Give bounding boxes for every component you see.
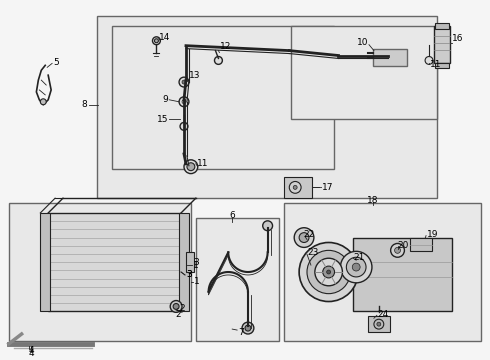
Text: 9: 9: [163, 95, 168, 104]
Text: 14: 14: [159, 33, 171, 42]
Circle shape: [394, 247, 400, 253]
Text: 20: 20: [397, 241, 409, 250]
Text: 3: 3: [186, 270, 192, 279]
Bar: [434, 26, 450, 63]
Circle shape: [173, 303, 179, 309]
Text: 4: 4: [28, 349, 34, 358]
Text: 2: 2: [179, 304, 185, 313]
Circle shape: [263, 221, 272, 231]
Circle shape: [346, 257, 366, 277]
Text: 3: 3: [193, 258, 198, 267]
Circle shape: [182, 100, 186, 104]
Text: 10: 10: [357, 38, 368, 47]
Circle shape: [179, 97, 189, 107]
Text: 11: 11: [197, 159, 208, 168]
Bar: [284, 176, 312, 198]
Bar: [112, 26, 334, 169]
Bar: [186, 252, 194, 272]
Bar: [48, 213, 181, 311]
Bar: [435, 63, 449, 68]
Circle shape: [299, 233, 309, 243]
Circle shape: [307, 250, 350, 294]
Circle shape: [391, 243, 404, 257]
Text: 7: 7: [238, 328, 244, 337]
Circle shape: [323, 266, 335, 278]
Circle shape: [352, 263, 360, 271]
Bar: [373, 49, 407, 66]
Text: 16: 16: [452, 34, 463, 43]
Bar: [435, 23, 449, 29]
Circle shape: [294, 228, 314, 247]
Circle shape: [154, 39, 158, 43]
Text: 21: 21: [353, 253, 365, 262]
Bar: [196, 218, 279, 341]
Circle shape: [152, 37, 160, 45]
Text: 4: 4: [28, 346, 34, 355]
Bar: [368, 316, 390, 332]
Bar: [291, 26, 437, 120]
Circle shape: [377, 322, 381, 326]
Circle shape: [242, 322, 254, 334]
Bar: [179, 213, 189, 311]
Text: 13: 13: [189, 71, 200, 80]
Circle shape: [40, 99, 46, 105]
Text: 18: 18: [367, 196, 379, 205]
Circle shape: [341, 251, 372, 283]
Circle shape: [187, 163, 195, 171]
Text: 1: 1: [193, 261, 198, 270]
Circle shape: [299, 243, 358, 302]
Text: 15: 15: [157, 115, 168, 124]
Text: 3: 3: [186, 270, 192, 279]
Circle shape: [245, 325, 251, 331]
Text: 6: 6: [229, 211, 235, 220]
Text: 8: 8: [82, 100, 88, 109]
Bar: [410, 238, 432, 251]
Bar: [40, 213, 50, 311]
Circle shape: [315, 258, 343, 286]
Text: 5: 5: [53, 58, 59, 67]
Circle shape: [182, 80, 186, 84]
Circle shape: [374, 319, 384, 329]
Circle shape: [289, 181, 301, 193]
Text: 24: 24: [378, 310, 389, 319]
Circle shape: [327, 270, 331, 274]
Text: 19: 19: [427, 230, 439, 239]
Text: 2: 2: [175, 310, 181, 319]
Text: 23: 23: [307, 248, 318, 257]
Text: 22: 22: [303, 230, 314, 239]
Bar: [284, 203, 481, 341]
Bar: [9, 203, 191, 341]
Circle shape: [179, 77, 189, 87]
Text: 12: 12: [220, 42, 232, 51]
Bar: [353, 238, 452, 311]
Circle shape: [293, 185, 297, 189]
Circle shape: [425, 57, 433, 64]
Circle shape: [180, 122, 188, 130]
Text: 1: 1: [194, 277, 199, 286]
Circle shape: [184, 160, 198, 174]
Text: 17: 17: [322, 183, 333, 192]
Text: 11: 11: [430, 60, 441, 69]
Circle shape: [215, 57, 222, 64]
Bar: [98, 16, 437, 198]
Circle shape: [170, 301, 182, 312]
